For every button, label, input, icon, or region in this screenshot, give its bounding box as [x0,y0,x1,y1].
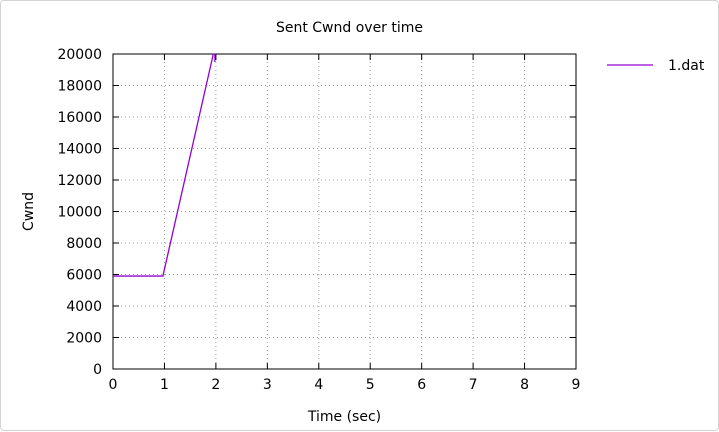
x-tick-label: 9 [572,377,581,393]
legend-label: 1.dat [668,58,705,74]
x-tick-label: 0 [109,377,118,393]
x-tick-label: 6 [417,377,426,393]
x-tick-label: 5 [366,377,375,393]
grid-lines [113,54,576,369]
x-tick-label: 1 [160,377,169,393]
plot-border [112,53,577,370]
y-tick-label: 6000 [66,268,102,284]
y-tick-label: 12000 [57,173,102,189]
y-tick-label: 4000 [66,299,102,315]
y-tick-label: 10000 [57,205,102,221]
y-tick-labels: 0 2000 4000 6000 8000 10000 12000 14000 16000 180… [57,47,102,378]
y-tick-label: 20000 [57,47,102,63]
y-tick-label: 0 [93,362,102,378]
y-tick-label: 2000 [66,331,102,347]
x-tick-label: 8 [520,377,529,393]
y-tick-label: 8000 [66,236,102,252]
chart-title: Sent Cwnd over time [276,20,423,36]
legend: 1.dat [607,58,705,74]
x-tick-label: 7 [469,377,478,393]
y-tick-label: 14000 [57,142,102,158]
x-tick-label: 4 [314,377,323,393]
series-lines [113,53,216,277]
y-axis-title: Cwnd [21,192,37,231]
y-tick-label: 16000 [57,110,102,126]
x-axis-title: Time (sec) [307,409,381,425]
x-tick-label: 3 [263,377,272,393]
y-tick-label: 18000 [57,79,102,95]
axis-ticks [112,53,577,370]
x-tick-labels: 0 1 2 3 4 5 6 7 8 9 [109,377,581,393]
x-tick-label: 2 [211,377,220,393]
